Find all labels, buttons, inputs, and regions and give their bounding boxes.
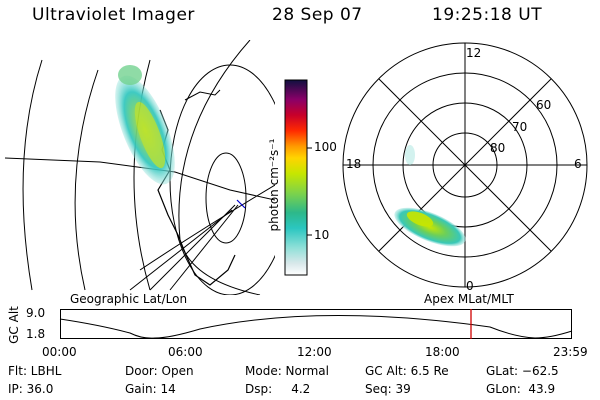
mlt-label-0: 0: [466, 279, 474, 293]
status-gain: Gain: 14: [125, 382, 176, 396]
colorbar-tick-10: 10: [314, 228, 330, 242]
timeline-axis-label: GC Alt: [7, 306, 21, 344]
timeline-tick-0: 00:00: [42, 345, 77, 359]
mlt-label-12: 12: [466, 46, 482, 60]
lat-label-60: 60: [536, 98, 552, 112]
time-label: 19:25:18 UT: [432, 5, 543, 25]
status-door: Door: Open: [125, 364, 194, 378]
status-gcalt: GC Alt: 6.5 Re: [365, 364, 449, 378]
date-label: 28 Sep 07: [272, 5, 363, 25]
geographic-map: [4, 40, 275, 295]
status-dsp: Dsp: 4.2: [245, 382, 311, 396]
app-title: Ultraviolet Imager: [32, 5, 195, 25]
status-ip: IP: 36.0: [8, 382, 54, 396]
lat-label-70: 70: [512, 120, 528, 134]
status-seq: Seq: 39: [365, 382, 411, 396]
timeline-tick-3: 18:00: [425, 345, 460, 359]
polar-aurora: [394, 145, 466, 247]
timeline-left-title: Geographic Lat/Lon: [70, 292, 188, 306]
status-glat: GLat: −62.5: [486, 364, 559, 378]
colorbar: [284, 79, 312, 276]
timeline-tick-4: 23:59: [553, 345, 588, 359]
mlt-label-18: 18: [346, 157, 362, 171]
status-flt: Flt: LBHL: [8, 364, 62, 378]
status-glon: GLon: 43.9: [486, 382, 556, 396]
colorbar-tick-100: 100: [314, 140, 337, 154]
status-mode: Mode: Normal: [245, 364, 329, 378]
colorbar-label: photon cm⁻²s⁻¹: [267, 138, 281, 232]
timeline-y-min: 1.8: [26, 327, 46, 341]
mlt-label-6: 6: [574, 157, 582, 171]
polar-plot: [342, 42, 588, 288]
timeline-tick-2: 12:00: [297, 345, 332, 359]
timeline-tick-1: 06:00: [168, 345, 203, 359]
lat-label-80: 80: [490, 141, 506, 155]
timeline-right-title: Apex MLat/MLT: [424, 292, 514, 306]
aurora-emission: [115, 65, 175, 185]
altitude-timeline: [59, 309, 573, 339]
timeline-y-max: 9.0: [26, 306, 46, 320]
